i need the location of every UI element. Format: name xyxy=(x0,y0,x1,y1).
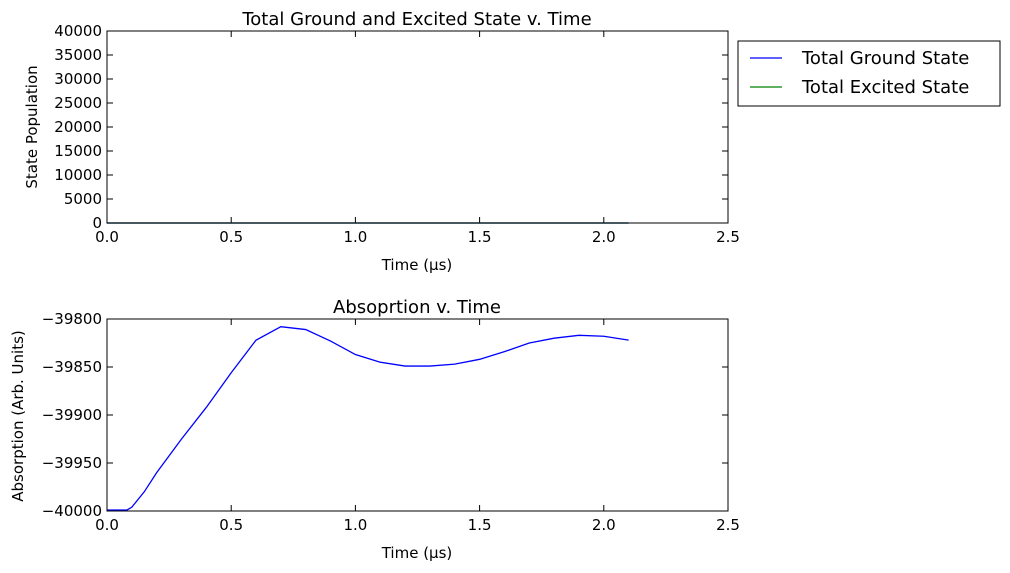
plot2-xtick-label: 1.0 xyxy=(343,516,367,534)
plot1-ytick-label: 30000 xyxy=(54,70,102,88)
legend-label-ground: Total Ground State xyxy=(801,48,969,69)
plot1-ytick-label: 20000 xyxy=(54,118,102,136)
plot2-xtick-label: 0.0 xyxy=(95,516,119,534)
plot1-ytick-label: 35000 xyxy=(54,46,102,64)
plot1-ytick-label: 15000 xyxy=(54,142,102,160)
plot2-series-line-0 xyxy=(107,326,629,511)
plot2-ytick-label: −39950 xyxy=(42,454,102,472)
plot2-xtick-label: 2.5 xyxy=(716,516,740,534)
plot2-ytick-label: −39850 xyxy=(42,358,102,376)
plot2-ytick-label: −39900 xyxy=(42,406,102,424)
plot1-xlabel: Time (μs) xyxy=(381,256,453,274)
plot1-xtick-label: 0.5 xyxy=(219,228,243,246)
plot2-ytick-label: −39800 xyxy=(42,310,102,328)
plot2-ylabel: Absorption (Arb. Units) xyxy=(9,330,27,502)
legend-label-excited: Total Excited State xyxy=(801,77,969,98)
plot1-ytick-label: 5000 xyxy=(64,190,102,208)
plot1-ylabel: State Population xyxy=(23,65,41,188)
plot2-frame xyxy=(106,318,729,512)
plot2-xlabel: Time (μs) xyxy=(381,544,453,562)
plot2-xtick-label: 0.5 xyxy=(219,516,243,534)
absorption-plot: Absoprtion v. Time Time (μs) Absorption … xyxy=(9,297,740,562)
plot1-title: Total Ground and Excited State v. Time xyxy=(241,9,591,30)
plot2-xtick-label: 2.0 xyxy=(592,516,616,534)
plot1-ytick-label: 0 xyxy=(92,214,102,232)
plot1-xtick-label: 0.0 xyxy=(95,228,119,246)
plot1-xtick-label: 1.0 xyxy=(343,228,367,246)
plot1-ytick-label: 10000 xyxy=(54,166,102,184)
state-population-plot: Total Ground and Excited State v. Time T… xyxy=(23,9,740,274)
plot1-frame xyxy=(106,30,729,224)
plot2-title: Absoprtion v. Time xyxy=(333,297,501,318)
plot2-ytick-label: −40000 xyxy=(42,502,102,520)
plot2-xtick-label: 1.5 xyxy=(468,516,492,534)
plot1-ytick-label: 40000 xyxy=(54,22,102,40)
plot1-xtick-label: 1.5 xyxy=(468,228,492,246)
plot1-ytick-label: 25000 xyxy=(54,94,102,112)
legend-box xyxy=(737,40,1001,107)
plot1-xtick-label: 2.0 xyxy=(592,228,616,246)
plot1-xtick-label: 2.5 xyxy=(716,228,740,246)
legend: Total Ground State Total Excited State xyxy=(737,40,1001,107)
